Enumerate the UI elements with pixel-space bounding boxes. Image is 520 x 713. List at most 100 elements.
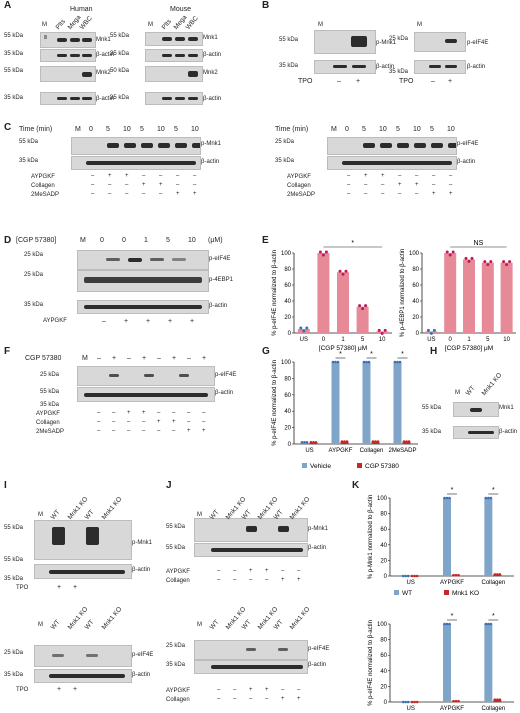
kda-label: 35 kDa	[279, 63, 299, 69]
minus: –	[159, 173, 163, 179]
y-tick: 80	[284, 376, 291, 382]
data-point	[505, 263, 509, 267]
y-tick: 60	[284, 393, 291, 399]
kda-label: 55 kDa	[40, 389, 60, 395]
panel-label-b: B	[262, 0, 270, 11]
j-lane: WT	[240, 618, 253, 631]
plus: +	[265, 568, 269, 574]
x-tick: 5	[361, 337, 365, 343]
kda-label: 55 kDa	[166, 545, 186, 551]
legend-swatch	[444, 590, 449, 595]
x-tick: 0	[322, 337, 326, 343]
data-point	[305, 441, 309, 444]
data-point	[300, 441, 304, 444]
y-tick: 0	[416, 331, 420, 337]
plus: +	[73, 584, 78, 591]
data-point	[305, 326, 309, 330]
x-tick: Collagen	[360, 448, 384, 454]
mnk2-label: Mnk2	[96, 70, 111, 76]
x-tick: AYPGKF	[440, 580, 464, 586]
tpo-label: TPO	[16, 687, 29, 693]
minus: –	[97, 355, 101, 362]
plus: +	[187, 428, 191, 434]
data-point	[376, 440, 380, 443]
data-point	[299, 326, 303, 330]
bactin-label: β-actin	[467, 64, 486, 70]
j-m2: M	[197, 622, 202, 628]
plus: +	[159, 182, 163, 188]
minus: –	[187, 410, 191, 416]
plus: +	[112, 355, 117, 362]
data-point	[413, 574, 416, 578]
minus: –	[127, 428, 131, 434]
p4ebp1-label: p-4EBP1	[209, 277, 234, 283]
y-tick: 40	[284, 299, 291, 305]
kda-label: 35 kDa	[389, 69, 409, 75]
bar	[337, 272, 349, 333]
minus: –	[217, 568, 221, 574]
minus: –	[142, 191, 146, 197]
data-point	[498, 698, 502, 701]
plus: +	[265, 687, 269, 693]
significance-star: *	[492, 613, 495, 620]
minus: –	[187, 419, 191, 425]
a-m-lane: Plts	[160, 18, 173, 31]
data-point	[380, 331, 384, 335]
data-point	[451, 250, 455, 254]
y-tick: 20	[284, 315, 291, 321]
blot-c-top	[327, 137, 457, 155]
data-point	[312, 441, 315, 444]
kda-label: 35 kDa	[110, 95, 130, 101]
minus: –	[91, 173, 95, 179]
y-tick: 20	[412, 315, 419, 321]
minus: –	[398, 173, 402, 179]
data-point	[432, 328, 436, 332]
data-point	[457, 699, 460, 703]
plus: +	[124, 318, 129, 325]
col-label: Collagen	[166, 578, 190, 584]
i-m2: M	[38, 622, 43, 628]
data-point	[454, 573, 458, 577]
x-tick: AYPGKF	[440, 706, 464, 712]
minus: –	[157, 410, 161, 416]
data-point	[314, 441, 318, 444]
data-point	[445, 496, 449, 500]
minus: –	[125, 182, 129, 188]
data-point	[443, 622, 446, 626]
j-m: M	[197, 512, 202, 518]
blot-b-actin2	[414, 60, 466, 74]
data-point	[489, 260, 493, 264]
kda-label: 25 kDa	[40, 372, 60, 378]
minus: –	[97, 410, 101, 416]
bactin-label: β-actin	[201, 159, 220, 165]
x-tick: US	[406, 706, 414, 712]
i-m: M	[38, 512, 43, 518]
bar	[500, 262, 513, 333]
minus: –	[108, 182, 112, 188]
y-tick: 60	[284, 283, 291, 289]
minus: –	[91, 182, 95, 188]
time-value: 5	[174, 126, 178, 133]
blot-i-peif4e	[34, 645, 132, 667]
plus: +	[57, 584, 62, 591]
data-point	[406, 700, 410, 704]
x-tick: 1	[341, 337, 345, 343]
y-tick: 60	[412, 283, 419, 289]
pmnk1-label: p-Mnk1	[132, 540, 153, 546]
data-point	[401, 574, 405, 578]
tpo-label: TPO	[399, 78, 414, 85]
a-h-m: M	[42, 22, 47, 28]
y-tick: 100	[377, 496, 388, 502]
cgp-label: [CGP 57380]	[16, 237, 57, 244]
minus: –	[172, 428, 176, 434]
plus: +	[297, 577, 301, 583]
data-point	[502, 260, 506, 264]
col-label: Collagen	[36, 420, 60, 426]
minus: –	[97, 419, 101, 425]
minus: –	[112, 428, 116, 434]
legend-label: CGP 57380	[365, 463, 399, 470]
plus: +	[125, 173, 129, 179]
y-tick: 40	[412, 299, 419, 305]
minus: –	[281, 568, 285, 574]
minus: –	[432, 173, 436, 179]
